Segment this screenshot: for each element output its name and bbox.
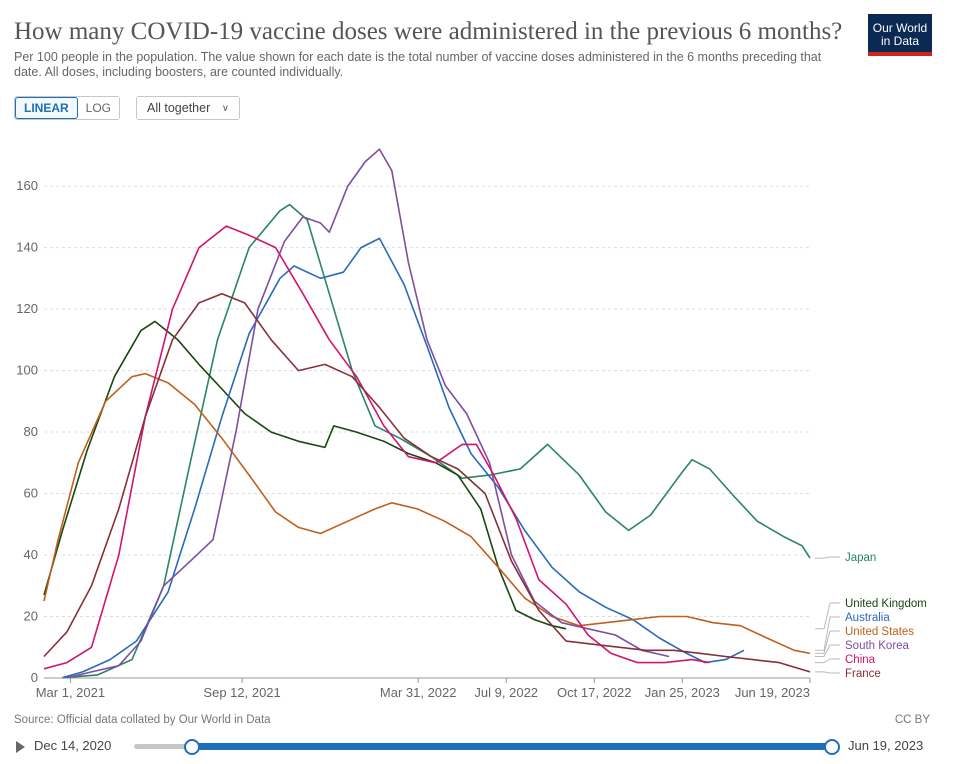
chart-title: How many COVID-19 vaccine doses were adm… xyxy=(14,18,843,45)
x-tick-label: Mar 31, 2022 xyxy=(380,685,457,700)
facet-dropdown-label: All together xyxy=(147,101,211,115)
series-line-france xyxy=(43,292,811,673)
logo-line-1: Our World xyxy=(872,21,928,35)
play-icon[interactable] xyxy=(16,741,25,753)
series-line-china xyxy=(43,225,710,670)
y-tick-label: 0 xyxy=(31,670,38,685)
y-tick-label: 100 xyxy=(16,363,38,378)
y-tick-label: 140 xyxy=(16,240,38,255)
legend-label-united-states: United States xyxy=(845,626,914,638)
legend-label-united-kingdom: United Kingdom xyxy=(845,598,927,610)
x-tick-label: Jul 9, 2022 xyxy=(474,685,538,700)
x-tick-label: Mar 1, 2021 xyxy=(36,685,105,700)
series-line-united-states xyxy=(43,372,811,655)
chevron-down-icon: ∨ xyxy=(221,102,230,114)
x-tick-label: Sep 12, 2021 xyxy=(203,685,280,700)
timeline-end-label: Jun 19, 2023 xyxy=(848,738,924,753)
scale-toggle: LINEAR LOG xyxy=(14,96,121,120)
legend-leader-line xyxy=(815,658,840,664)
logo-line-2: in Data xyxy=(880,34,920,48)
timeline: Dec 14, 2020 Jun 19, 2023 xyxy=(0,734,960,758)
legend-label-japan: Japan xyxy=(845,552,876,564)
timeline-end-handle[interactable] xyxy=(824,739,840,755)
facet-dropdown[interactable]: All together ∨ xyxy=(136,96,241,120)
log-scale-button[interactable]: LOG xyxy=(77,97,120,119)
x-tick-label: Oct 17, 2022 xyxy=(557,685,631,700)
legend-leader-line xyxy=(815,671,840,674)
chart-subtitle: Per 100 people in the population. The va… xyxy=(14,50,822,79)
y-tick-label: 20 xyxy=(24,609,38,624)
chart-controls: LINEAR LOG All together ∨ xyxy=(14,96,241,120)
y-tick-label: 160 xyxy=(16,178,38,193)
legend-leader-line xyxy=(815,602,840,630)
y-tick-label: 60 xyxy=(24,486,38,501)
y-tick-label: 40 xyxy=(24,547,38,562)
source-note: Source: Official data collated by Our Wo… xyxy=(14,714,271,726)
legend-leader-line xyxy=(815,556,840,559)
timeline-start-handle[interactable] xyxy=(183,739,200,755)
legend-label-china: China xyxy=(845,654,876,666)
legend-label-australia: Australia xyxy=(845,612,890,624)
x-tick-label: Jan 25, 2023 xyxy=(645,685,720,700)
legend-leader-line xyxy=(815,616,840,651)
legend-label-france: France xyxy=(845,668,881,680)
y-tick-label: 80 xyxy=(24,424,38,439)
license-link[interactable]: CC BY xyxy=(894,714,930,726)
series-line-australia xyxy=(62,237,745,679)
y-tick-label: 120 xyxy=(16,301,38,316)
linear-scale-button[interactable]: LINEAR xyxy=(15,97,78,119)
timeline-start-label: Dec 14, 2020 xyxy=(34,738,112,753)
owid-logo[interactable]: Our World in Data xyxy=(868,14,932,56)
series-line-japan xyxy=(62,203,811,679)
timeline-selected-range xyxy=(191,743,832,750)
series-line-south-korea xyxy=(67,148,670,679)
legend-leader-line xyxy=(815,644,840,657)
legend-leader-line xyxy=(815,630,840,654)
line-chart: 0 20 40 60 80 100 120 140 160 Mar 1, 2021 Sep 12, … xyxy=(16,148,927,700)
x-tick-label: Jun 19, 2023 xyxy=(735,685,810,700)
legend-label-south-korea: South Korea xyxy=(845,640,910,652)
